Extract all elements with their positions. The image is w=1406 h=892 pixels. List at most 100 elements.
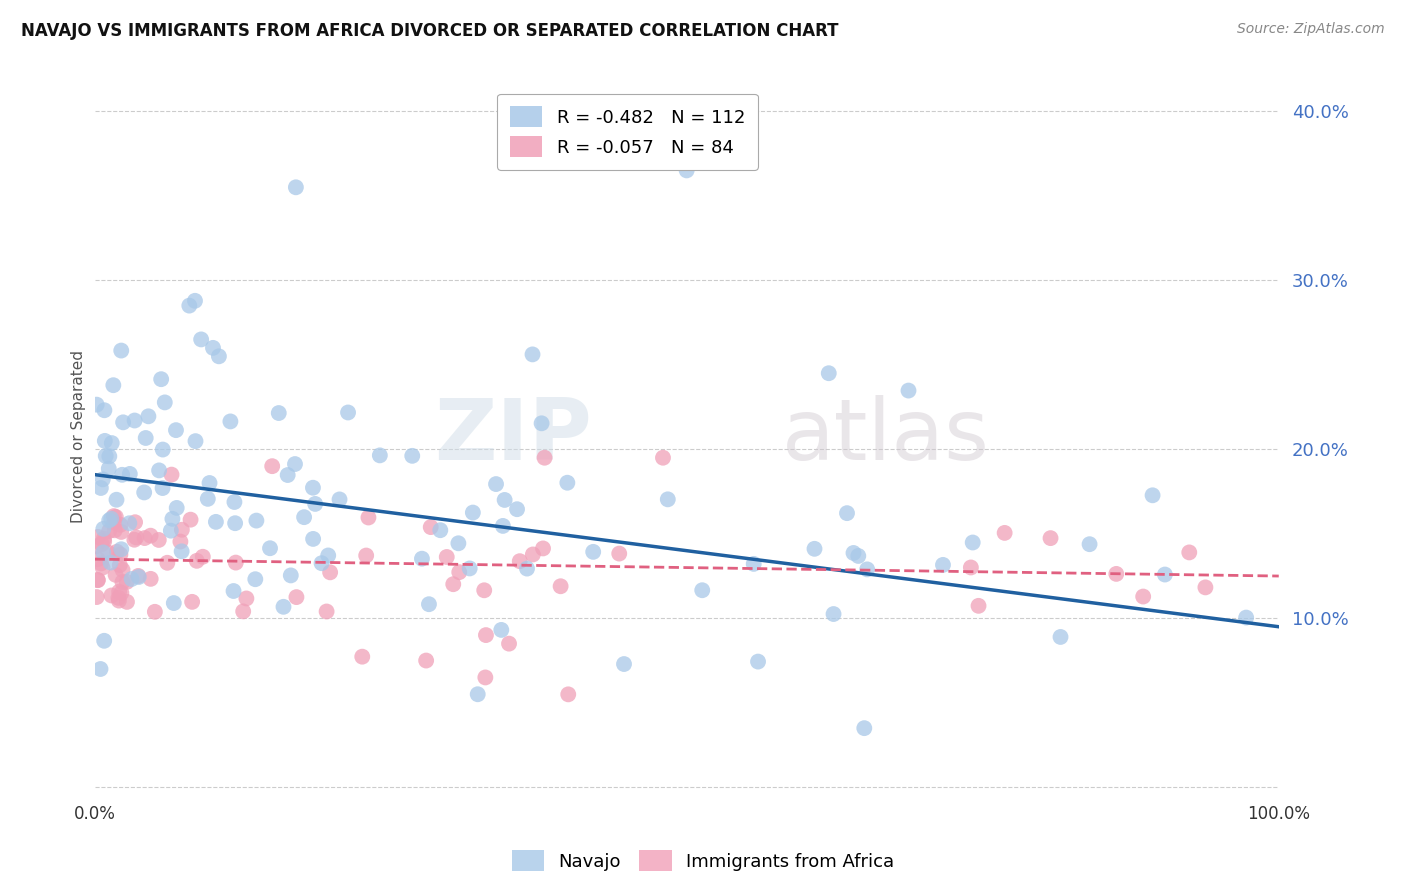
Point — [91, 545, 114, 559]
Point — [124, 515, 146, 529]
Point — [94, 434, 117, 448]
Point — [205, 515, 228, 529]
Point — [104, 567, 127, 582]
Point — [817, 366, 839, 380]
Point — [994, 525, 1017, 540]
Point — [148, 533, 170, 547]
Point — [100, 436, 122, 450]
Point — [690, 583, 713, 598]
Point — [198, 475, 221, 490]
Point — [474, 670, 496, 684]
Point — [128, 570, 150, 584]
Point — [152, 442, 174, 457]
Point — [932, 558, 955, 572]
Point — [311, 556, 333, 570]
Point — [111, 563, 134, 577]
Point — [441, 577, 464, 591]
Point — [1049, 630, 1071, 644]
Point — [302, 481, 325, 495]
Point — [160, 467, 183, 482]
Point — [201, 341, 224, 355]
Point — [162, 512, 184, 526]
Point — [105, 545, 128, 559]
Point — [1234, 610, 1257, 624]
Point — [411, 551, 433, 566]
Point — [179, 299, 201, 313]
Point — [485, 477, 508, 491]
Point — [197, 491, 219, 506]
Point — [98, 450, 121, 464]
Point — [328, 492, 350, 507]
Point — [110, 343, 132, 358]
Point — [657, 492, 679, 507]
Point — [110, 548, 132, 562]
Point — [100, 512, 122, 526]
Point — [163, 596, 186, 610]
Point — [960, 560, 983, 574]
Point — [108, 584, 131, 599]
Point — [235, 591, 257, 606]
Point — [181, 595, 204, 609]
Point — [516, 561, 538, 575]
Point — [222, 584, 245, 599]
Point — [112, 415, 135, 429]
Point — [121, 572, 143, 586]
Point — [352, 649, 374, 664]
Point — [531, 541, 554, 556]
Point — [550, 579, 572, 593]
Point — [742, 557, 765, 571]
Point — [169, 534, 191, 549]
Point — [219, 414, 242, 428]
Point — [93, 403, 115, 417]
Point — [1132, 590, 1154, 604]
Point — [153, 395, 176, 409]
Point — [156, 556, 179, 570]
Text: atlas: atlas — [782, 395, 990, 478]
Point — [86, 573, 108, 587]
Point — [108, 593, 131, 607]
Point — [436, 549, 458, 564]
Point — [284, 457, 307, 471]
Point — [1039, 531, 1062, 545]
Point — [315, 605, 337, 619]
Point — [115, 574, 138, 589]
Point — [429, 523, 451, 537]
Point — [135, 431, 157, 445]
Point — [110, 586, 132, 600]
Point — [138, 409, 160, 424]
Point — [191, 549, 214, 564]
Point — [134, 485, 156, 500]
Point — [491, 623, 513, 637]
Point — [302, 532, 325, 546]
Point — [184, 434, 207, 449]
Point — [90, 481, 112, 495]
Point — [124, 413, 146, 427]
Point — [1105, 566, 1128, 581]
Point — [853, 721, 876, 735]
Point — [245, 514, 267, 528]
Point — [86, 398, 108, 412]
Point — [98, 524, 121, 538]
Legend: Navajo, Immigrants from Africa: Navajo, Immigrants from Africa — [505, 843, 901, 879]
Point — [613, 657, 636, 671]
Point — [747, 655, 769, 669]
Point — [449, 565, 471, 579]
Point — [675, 163, 697, 178]
Point — [165, 423, 187, 437]
Point — [87, 573, 110, 587]
Point — [124, 533, 146, 547]
Point — [110, 542, 132, 557]
Point — [418, 597, 440, 611]
Point — [494, 492, 516, 507]
Point — [125, 530, 148, 544]
Point — [186, 554, 208, 568]
Point — [1194, 580, 1216, 594]
Point — [91, 560, 114, 574]
Point — [277, 468, 299, 483]
Point — [111, 575, 134, 590]
Point — [273, 599, 295, 614]
Point — [152, 481, 174, 495]
Point — [607, 547, 630, 561]
Point — [91, 522, 114, 536]
Point — [97, 546, 120, 560]
